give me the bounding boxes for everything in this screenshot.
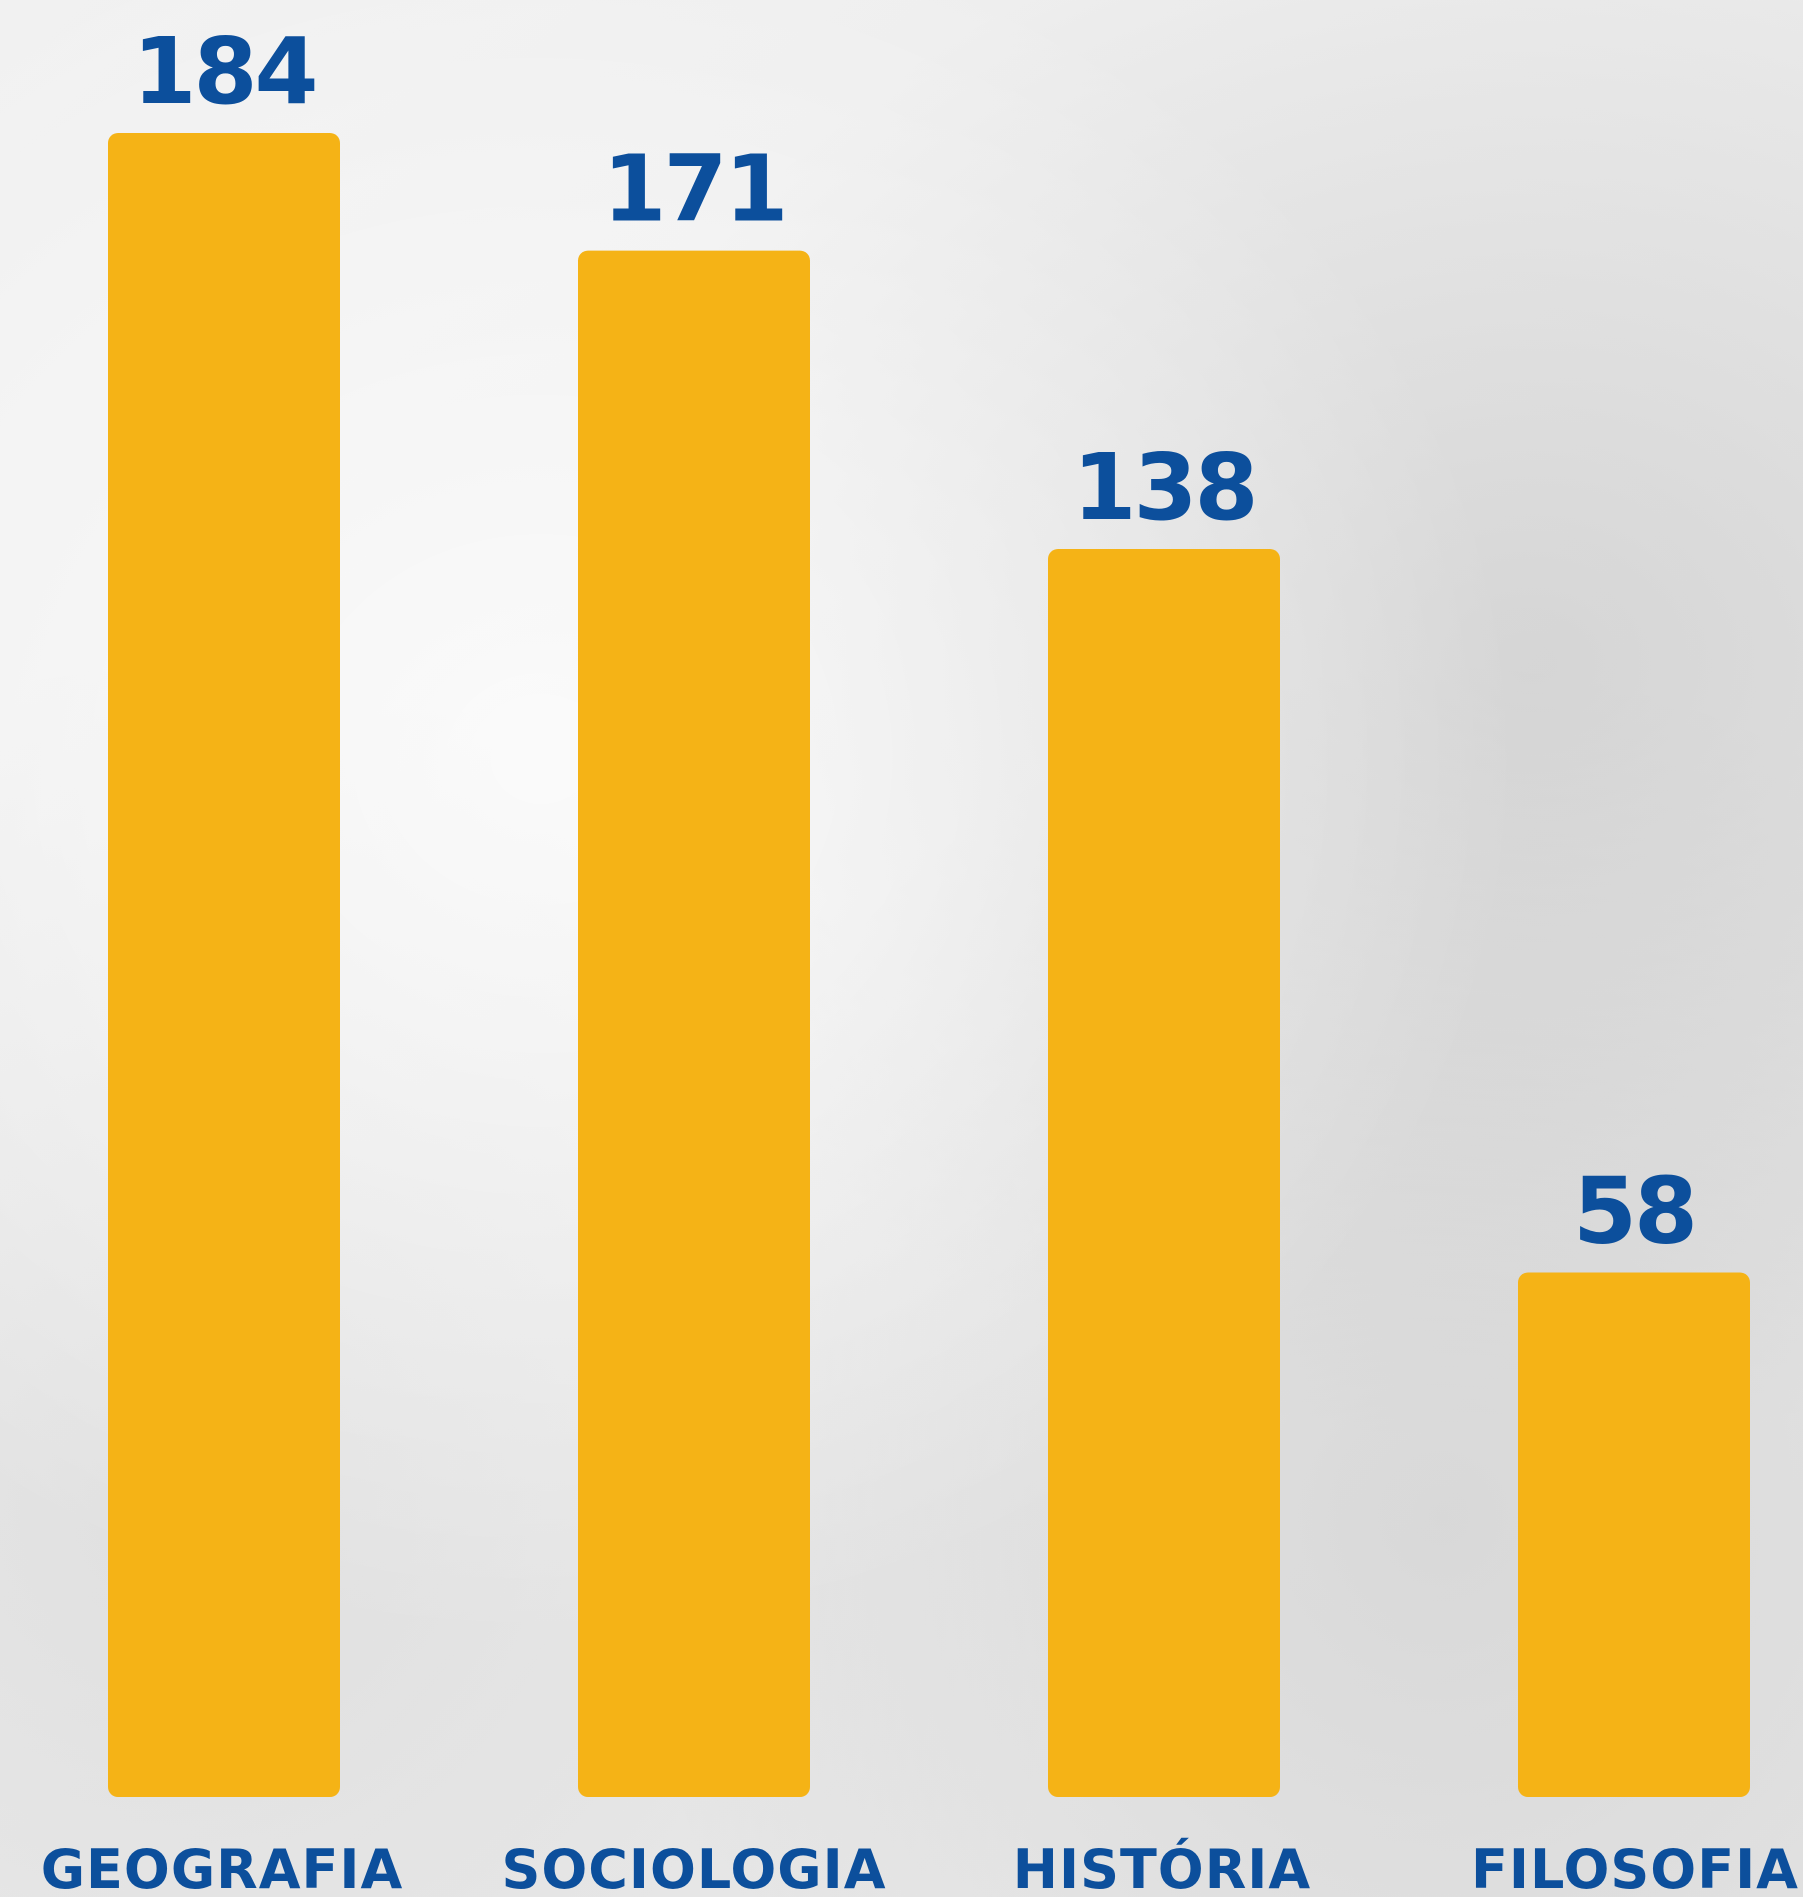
value-labels-group: 184 171 138 58 <box>132 18 1698 1264</box>
category-labels-group: GEOGRAFIA SOCIOLOGIA HISTÓRIA FILOSOFIA <box>41 1838 1799 1897</box>
value-label-geografia: 184 <box>132 18 315 125</box>
category-label-geografia: GEOGRAFIA <box>41 1838 404 1897</box>
bars-group <box>108 133 1750 1798</box>
category-label-filosofia: FILOSOFIA <box>1471 1838 1799 1897</box>
value-label-sociologia: 171 <box>602 136 785 243</box>
value-label-história: 138 <box>1072 434 1255 541</box>
category-label-sociologia: SOCIOLOGIA <box>501 1838 886 1897</box>
bar-filosofia <box>1518 1272 1750 1797</box>
category-label-história: HISTÓRIA <box>1013 1838 1311 1897</box>
value-label-filosofia: 58 <box>1573 1157 1695 1264</box>
bar-história <box>1048 549 1280 1797</box>
bar-geografia <box>108 133 340 1797</box>
bar-sociologia <box>578 250 810 1798</box>
